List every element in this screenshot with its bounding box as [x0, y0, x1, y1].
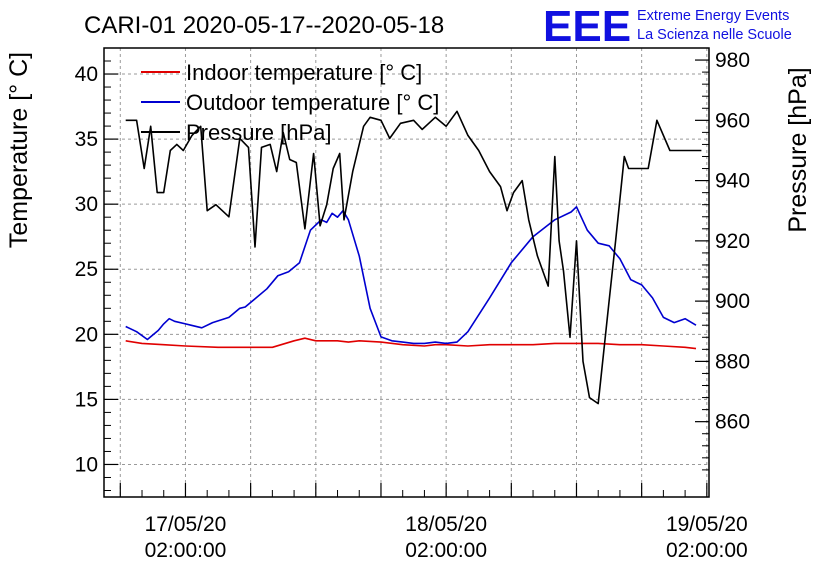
y-tick-label-left: 35	[75, 128, 98, 151]
legend-label-1: Outdoor temperature [° C]	[186, 90, 439, 115]
series-line-0	[125, 337, 697, 350]
y-tick-label-right: 940	[715, 170, 750, 193]
y-tick-label-right: 920	[715, 230, 750, 253]
x-tick-label-date: 19/05/20	[666, 513, 748, 536]
legend: Indoor temperature [° C] Outdoor temperat…	[141, 60, 439, 145]
logo-line-2: La Scienza nelle Scuole	[637, 27, 792, 43]
logo-eee: EEE	[543, 2, 631, 51]
series-line-1	[125, 206, 697, 345]
y-tick-label-left: 25	[75, 258, 98, 281]
tick-labels: 10 15 20 25 30 35 40 860 880 900 920 940 960 980 17/05…	[75, 49, 750, 562]
y-tick-label-left: 15	[75, 388, 98, 411]
grid	[104, 48, 709, 497]
y-tick-label-left: 10	[75, 453, 98, 476]
plot-frame	[103, 47, 710, 498]
y-tick-label-right: 980	[715, 49, 750, 72]
legend-label-2: Pressure [hPa]	[186, 120, 332, 145]
x-tick-label-date: 17/05/20	[145, 513, 227, 536]
y-axis-label-right: Pressure [hPa]	[784, 67, 812, 232]
series-line-2	[125, 110, 702, 405]
series-lines	[125, 110, 702, 405]
eee-logo: EEE Extreme Energy Events La Scienza nel…	[543, 2, 792, 51]
y-axis-label-left: Temperature [° C]	[5, 52, 33, 248]
y-tick-label-right: 900	[715, 290, 750, 313]
x-tick-label-date: 18/05/20	[405, 513, 487, 536]
y-tick-label-right: 960	[715, 109, 750, 132]
y-tick-label-right: 860	[715, 411, 750, 434]
x-tick-label-time: 02:00:00	[405, 539, 487, 562]
y-tick-label-right: 880	[715, 350, 750, 373]
x-tick-label-time: 02:00:00	[145, 539, 227, 562]
logo-line-1: Extreme Energy Events	[637, 8, 789, 24]
legend-label-0: Indoor temperature [° C]	[186, 60, 422, 85]
y-tick-label-left: 40	[75, 63, 98, 86]
x-tick-label-time: 02:00:00	[666, 539, 748, 562]
axis-ticks	[104, 59, 709, 497]
chart-title: CARI-01 2020-05-17--2020-05-18	[84, 12, 444, 39]
y-tick-label-left: 20	[75, 323, 98, 346]
y-tick-label-left: 30	[75, 193, 98, 216]
